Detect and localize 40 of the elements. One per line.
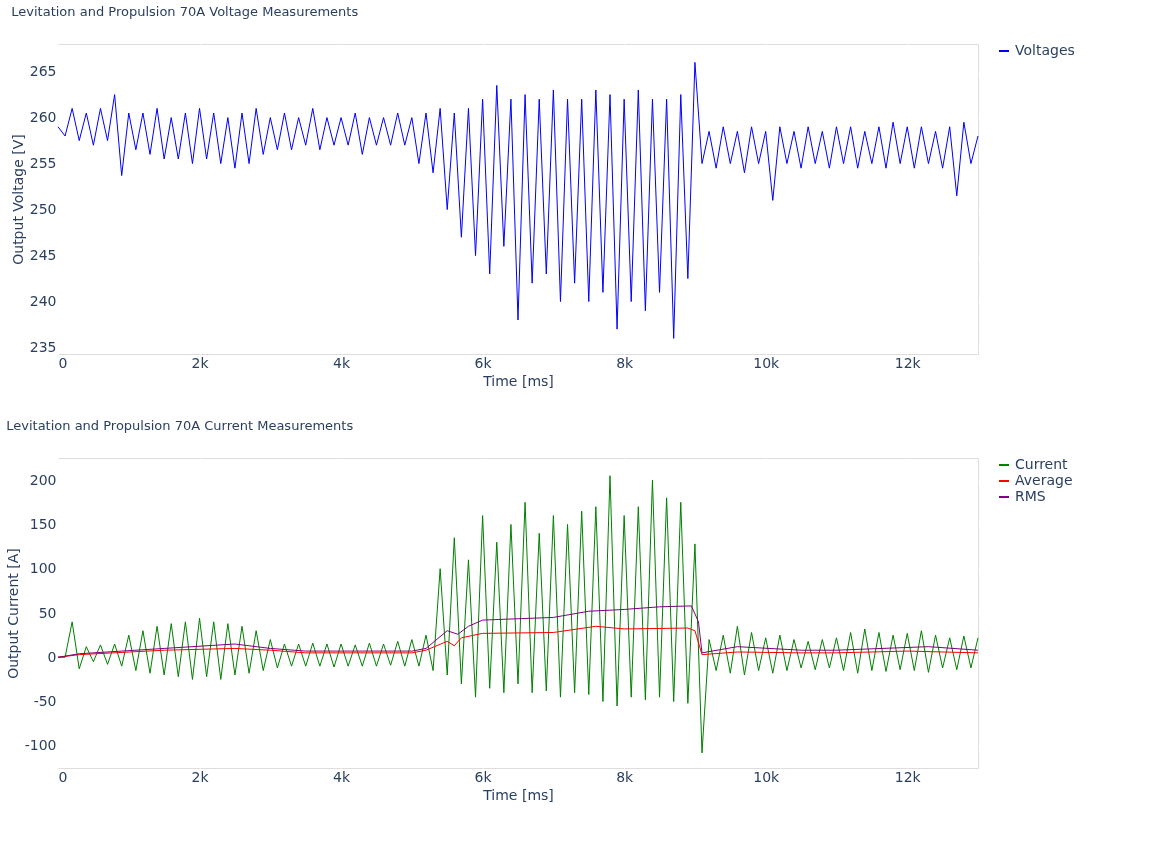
y-axis-title: Output Voltage [V]	[9, 134, 26, 265]
x-tick-label: 10k	[753, 354, 781, 371]
x-tick-label: 2k	[191, 354, 210, 371]
y-tick-label: 240	[29, 293, 57, 310]
line-series	[57, 605, 979, 658]
y-tick-label: 0	[47, 648, 57, 665]
x-tick-label: 0	[58, 768, 68, 785]
y-tick-label: -50	[33, 693, 57, 710]
legend-label: RMS	[1015, 488, 1046, 504]
x-tick-label: 10k	[753, 768, 781, 785]
y-tick-label: -100	[24, 737, 57, 754]
chart-title: Levitation and Propulsion 70A Voltage Measurements	[11, 4, 359, 19]
x-tick-label: 12k	[894, 354, 922, 371]
legend-label: Voltages	[1015, 42, 1075, 58]
y-tick-label: 50	[38, 604, 57, 621]
y-tick-label: 260	[29, 109, 57, 126]
x-tick-label: 8k	[616, 354, 635, 371]
chart-title: Levitation and Propulsion 70A Current Measurements	[6, 418, 354, 433]
y-tick-label: 100	[29, 560, 57, 577]
x-tick-label: 12k	[894, 768, 922, 785]
x-tick-label: 6k	[474, 768, 493, 785]
y-tick-label: 250	[29, 201, 57, 218]
x-tick-label: 6k	[474, 354, 493, 371]
y-tick-label: 245	[29, 247, 57, 264]
y-tick-label: 255	[29, 155, 57, 172]
x-axis-title: Time [ms]	[482, 372, 554, 389]
x-tick-label: 8k	[616, 768, 635, 785]
y-tick-label: 200	[29, 471, 57, 488]
y-axis-title: Output Current [A]	[4, 548, 21, 679]
y-tick-label: 265	[29, 63, 57, 80]
x-tick-label: 4k	[333, 354, 351, 371]
y-tick-label: 150	[29, 515, 57, 532]
x-tick-label: 0	[58, 354, 68, 371]
line-series	[57, 61, 979, 339]
y-tick-label: 235	[29, 339, 57, 356]
legend-label: Average	[1015, 472, 1073, 488]
legend-label: Current	[1015, 456, 1069, 472]
x-axis-title: Time [ms]	[482, 786, 554, 803]
x-tick-label: 4k	[333, 768, 351, 785]
x-tick-label: 2k	[191, 768, 210, 785]
